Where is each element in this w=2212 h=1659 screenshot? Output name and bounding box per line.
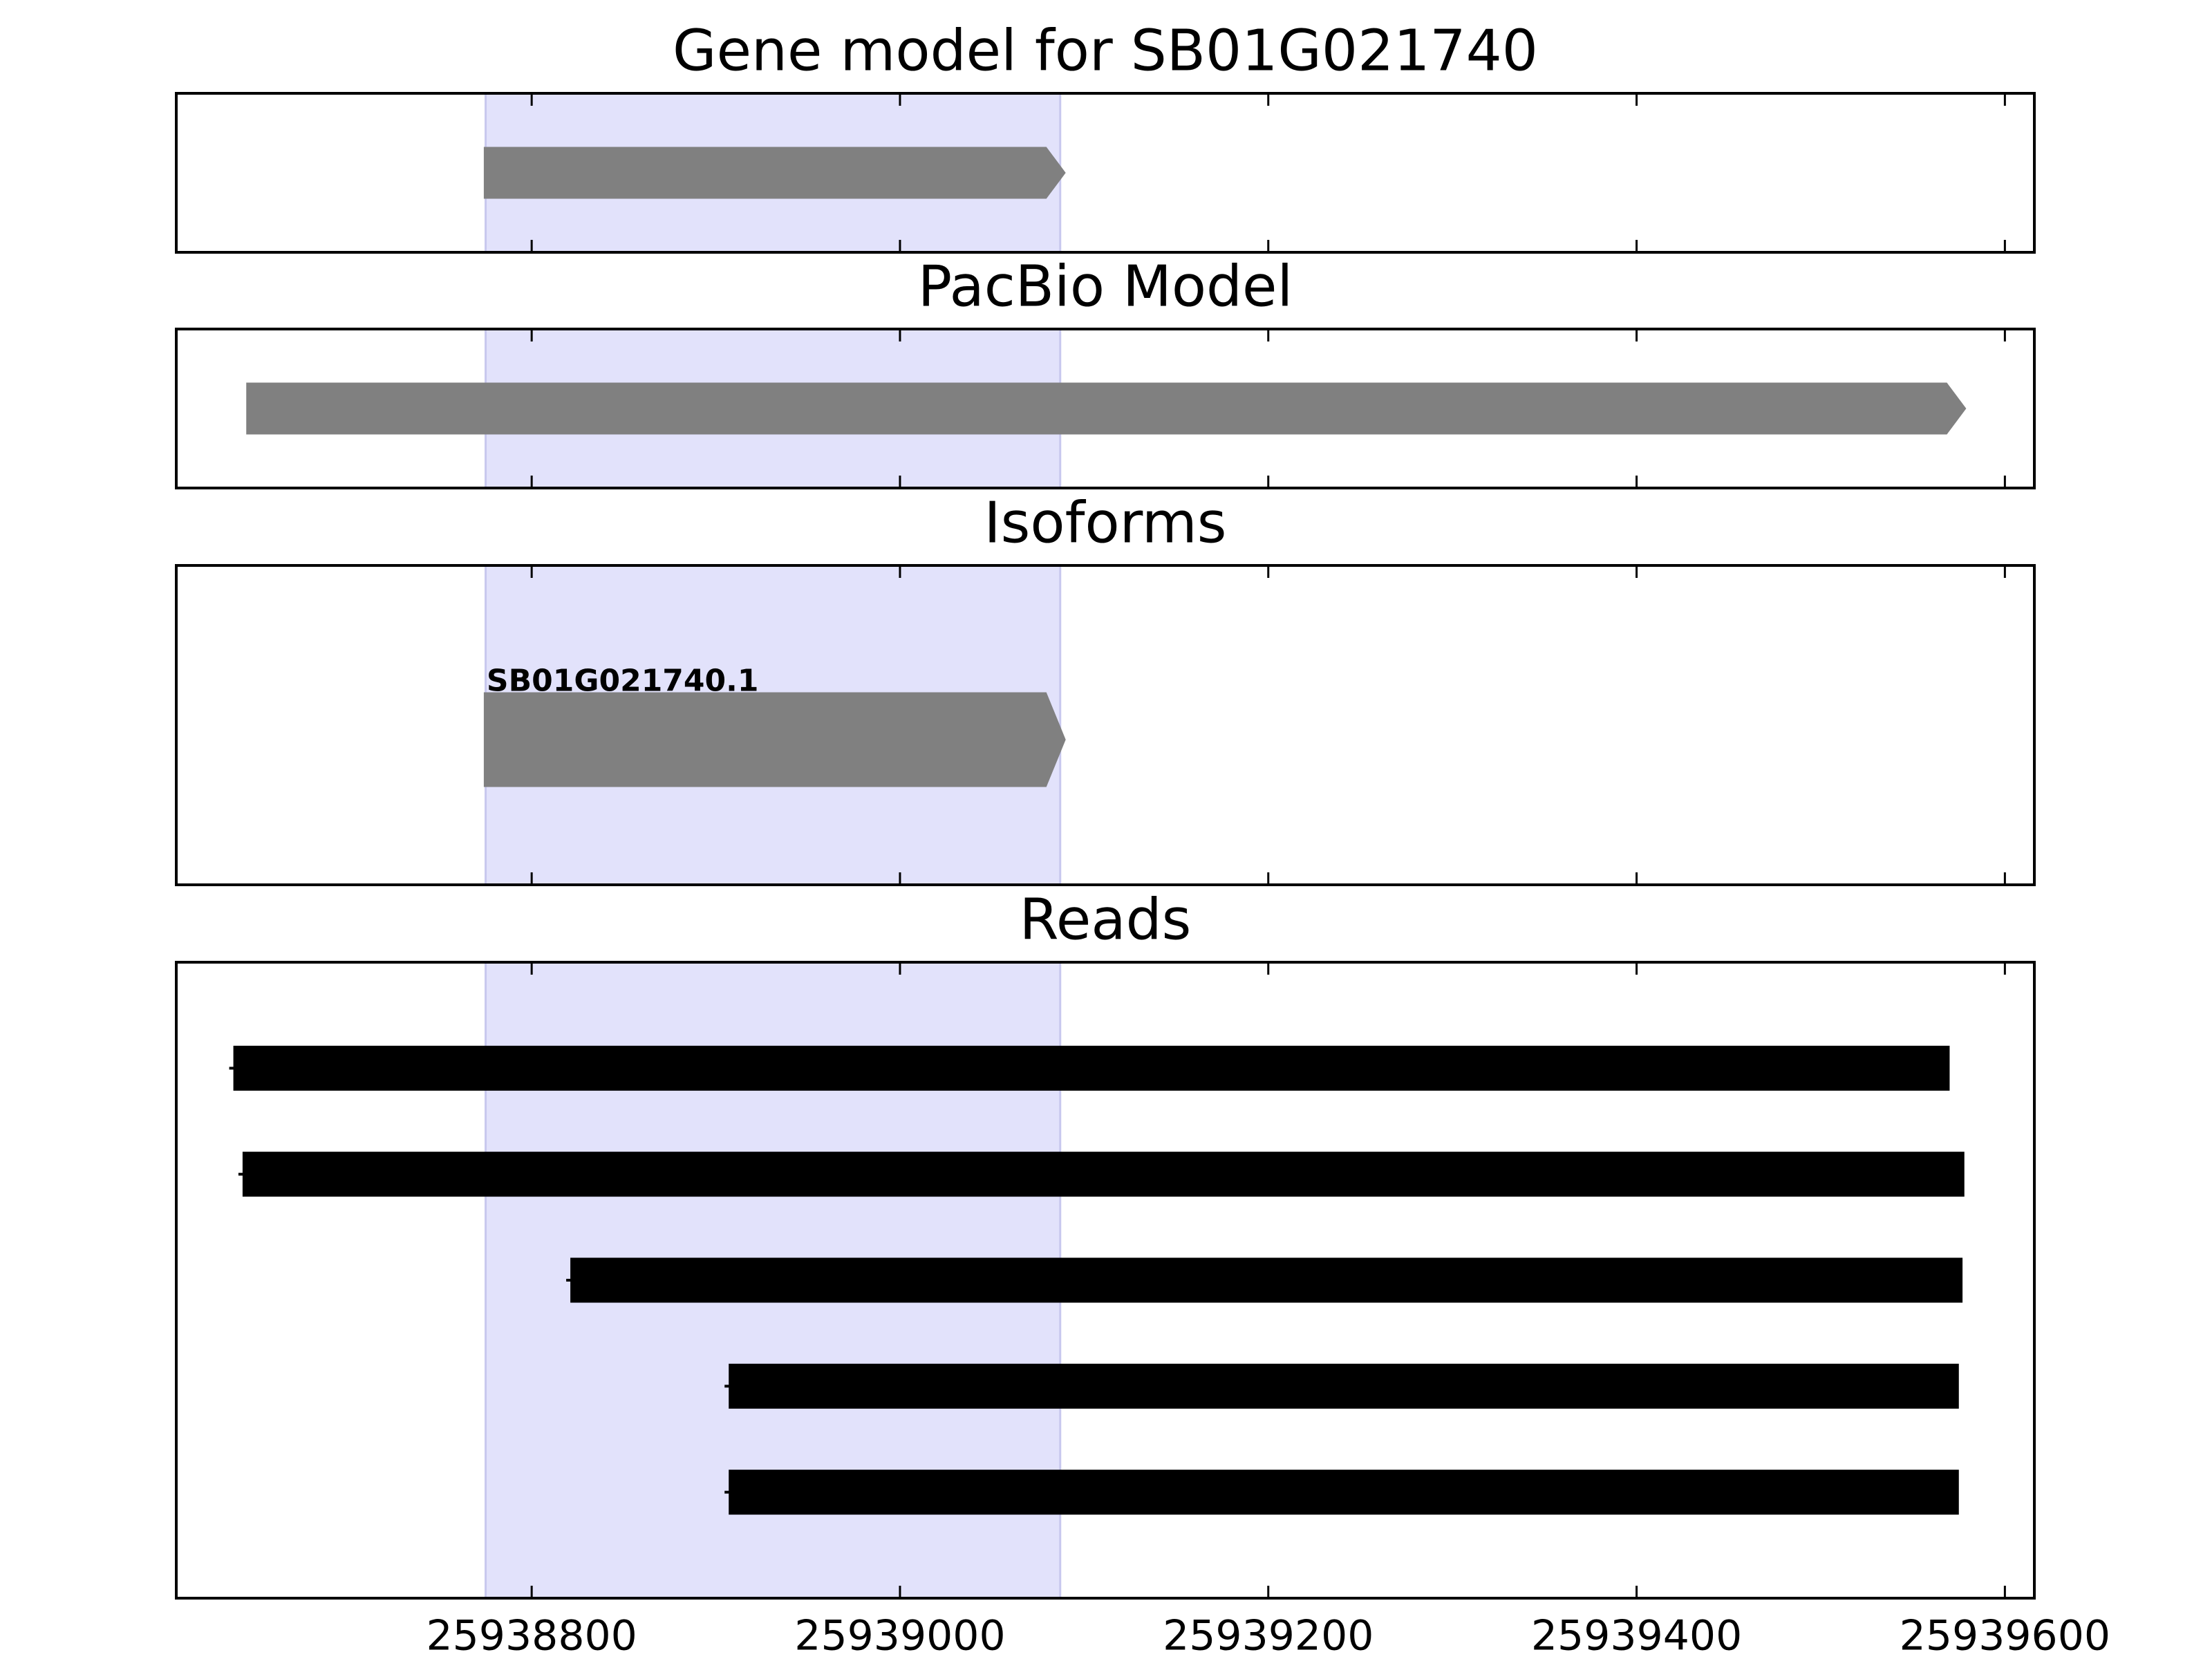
panel-title: Gene model for SB01G021740 — [673, 18, 1538, 84]
read — [242, 1152, 1965, 1197]
feature-arrow — [483, 692, 1066, 787]
panel-frame — [175, 564, 2036, 886]
feature-arrow — [483, 147, 1066, 199]
panel-frame — [175, 328, 2036, 489]
x-tick-label: 25939400 — [1531, 1612, 1742, 1659]
read — [570, 1257, 1963, 1303]
x-tick-label: 25938800 — [426, 1612, 637, 1659]
panel-frame — [175, 961, 2036, 1600]
x-tick-label: 25939200 — [1163, 1612, 1374, 1659]
read — [729, 1363, 1959, 1409]
panel-title: Isoforms — [984, 490, 1227, 556]
panel-title: PacBio Model — [918, 254, 1293, 319]
isoform-label: SB01G021740.1 — [487, 664, 759, 699]
panel-frame — [175, 92, 2036, 254]
read — [233, 1045, 1950, 1091]
x-tick-label: 25939000 — [794, 1612, 1005, 1659]
read — [729, 1470, 1959, 1515]
x-tick-label: 25939600 — [1900, 1612, 2110, 1659]
panel-title: Reads — [1020, 887, 1192, 953]
feature-arrow — [246, 382, 1967, 435]
